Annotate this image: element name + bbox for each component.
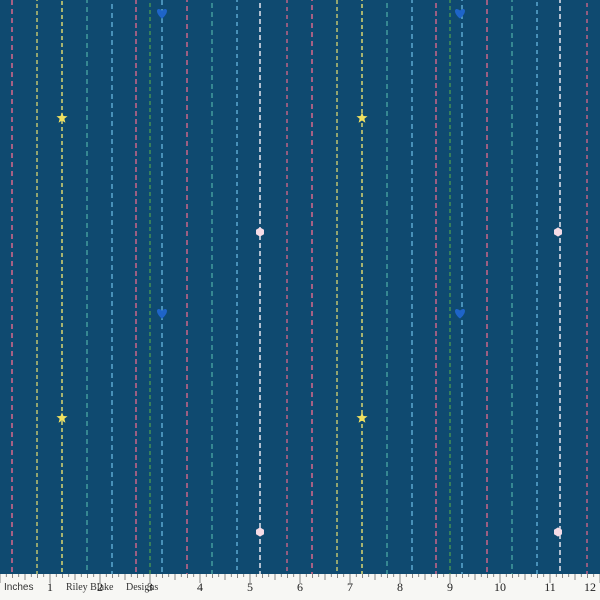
stripe-group xyxy=(11,0,588,574)
ruler-ticks xyxy=(0,574,600,583)
ruler-number: 9 xyxy=(447,580,453,594)
heart-icon xyxy=(455,308,465,319)
star-icon xyxy=(356,112,368,123)
ruler-number: 3 xyxy=(147,580,153,594)
hexagon-icon xyxy=(256,527,264,537)
ruler-number: 5 xyxy=(247,580,253,594)
motif-group xyxy=(56,8,562,537)
star-icon xyxy=(356,412,368,423)
heart-icon xyxy=(157,8,167,19)
heart-icon xyxy=(157,308,167,319)
hexagon-icon xyxy=(256,227,264,237)
ruler-brand-suffix: Designs xyxy=(126,582,159,593)
ruler-number: 10 xyxy=(494,580,506,594)
ruler-number: 12 xyxy=(584,580,596,594)
hexagon-icon xyxy=(554,227,562,237)
ruler-unit-label: Inches xyxy=(4,582,34,593)
hexagon-icon xyxy=(554,527,562,537)
ruler-number: 8 xyxy=(397,580,403,594)
ruler-number: 6 xyxy=(297,580,303,594)
fabric-print xyxy=(0,0,600,574)
ruler-number: 11 xyxy=(544,580,556,594)
ruler-number: 4 xyxy=(197,580,203,594)
ruler-brand-name: Riley Blake xyxy=(66,582,114,593)
star-icon xyxy=(56,112,68,123)
star-icon xyxy=(56,412,68,423)
heart-icon xyxy=(455,8,465,19)
ruler-number: 7 xyxy=(347,580,353,594)
measuring-ruler: Inches Riley Blake Designs 1 2 3 4 5 6 7 8 9 10 11… xyxy=(0,574,600,600)
fabric-background xyxy=(0,0,600,574)
ruler-number: 1 xyxy=(47,580,53,594)
ruler-number: 2 xyxy=(97,580,103,594)
